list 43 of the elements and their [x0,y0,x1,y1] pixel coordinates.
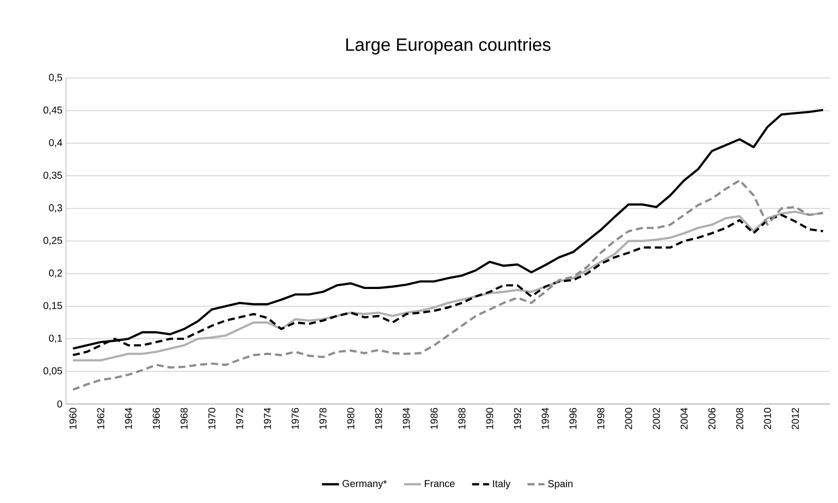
x-tick-label: 1986 [430,408,438,429]
x-tick-label: 1974 [264,408,271,429]
y-tick-label: 0,4 [49,139,62,148]
x-tick-label: 1990 [486,408,494,429]
y-tick-label: 0,1 [49,334,62,343]
x-tick-label: 2006 [708,408,716,430]
x-tick-label: 2004 [680,408,688,430]
y-tick-label: 0,05 [43,367,62,376]
x-tick-label: 2008 [736,408,744,430]
x-tick-label: 1998 [597,408,604,429]
x-tick-label: 1978 [319,408,327,429]
x-tick-label: 1976 [292,408,299,429]
y-tick-label: 0,15 [43,302,62,310]
legend-label: France [424,480,455,488]
x-tick-label: 1996 [569,408,577,429]
x-tick-label: 1972 [236,408,244,429]
y-tick-label: 0,45 [43,106,62,115]
x-tick-label: 2000 [625,408,632,430]
x-tick-label: 1992 [514,408,521,429]
y-tick-label: 0,5 [49,74,62,82]
x-tick-label: 1970 [208,408,216,429]
legend-label: Italy [493,480,510,490]
y-tick-label: 0,25 [43,236,62,246]
x-tick-label: 1968 [180,408,188,429]
y-tick-label: 0,2 [49,269,62,278]
x-tick-label: 2002 [652,408,660,430]
x-tick-label: 1994 [542,408,549,429]
chart-title: Large European countries [346,38,550,54]
legend-label: Spain [548,480,572,490]
y-tick-label: 0,35 [43,172,62,180]
legend-label: Germany* [342,480,387,490]
x-tick-label: 1982 [375,408,382,429]
x-tick-label: 1980 [347,408,354,429]
x-tick-label: 1984 [402,408,410,429]
x-tick-label: 1988 [458,408,466,429]
x-tick-label: 1966 [152,408,160,429]
x-tick-label: 1960 [69,408,76,429]
y-tick-label: 0,3 [49,204,62,213]
x-tick-label: 2010 [764,408,772,430]
y-tick-label: 0 [57,400,62,408]
x-tick-label: 2012 [792,408,799,430]
x-tick-label: 1964 [124,408,132,429]
x-tick-label: 1962 [97,408,104,429]
